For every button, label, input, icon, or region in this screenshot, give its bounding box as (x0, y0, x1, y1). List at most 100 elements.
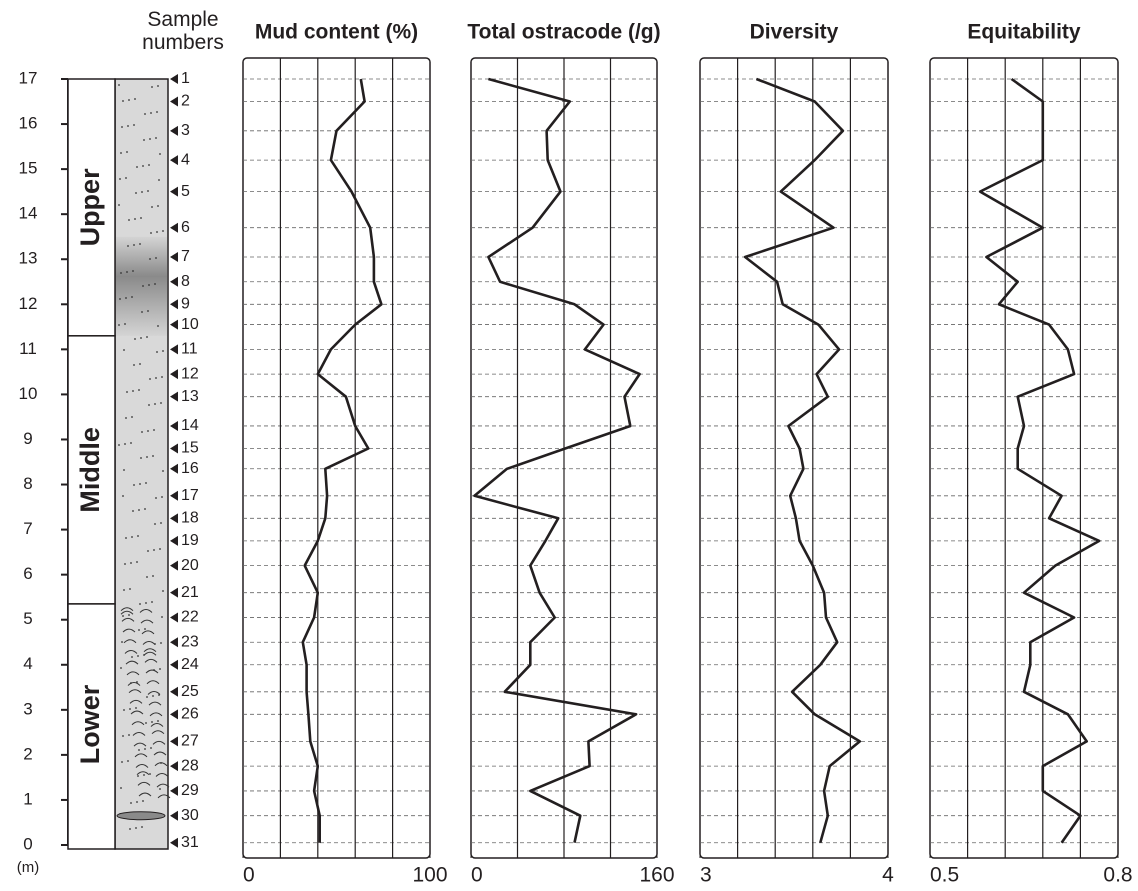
panel-frame (929, 57, 1119, 859)
sample-arrow (170, 535, 178, 546)
unit-label: Middle (75, 427, 105, 512)
litho-dot (125, 417, 127, 419)
litho-shell (131, 721, 145, 726)
litho-dot (139, 483, 141, 485)
y-tick-label: 16 (19, 114, 38, 133)
litho-dot (140, 457, 142, 459)
litho-dot (133, 484, 135, 486)
litho-dot (123, 349, 125, 351)
y-tick-label: 9 (23, 429, 32, 448)
litho-dot (136, 561, 138, 563)
litho-shell (130, 710, 144, 715)
litho-dot (131, 536, 133, 538)
x-tick-label: 4 (882, 864, 894, 887)
litho-dot (144, 508, 146, 510)
litho-dot (123, 589, 125, 591)
sample-number: 14 (181, 417, 199, 434)
litho-dot (152, 575, 154, 577)
litho-dot (154, 523, 156, 525)
litho-dot (155, 377, 157, 379)
sample-arrow (170, 276, 178, 287)
sample-arrow (170, 659, 178, 670)
litho-dot (121, 761, 123, 763)
litho-dot (159, 788, 161, 790)
litho-shell (121, 617, 135, 622)
sample-arrow (170, 709, 178, 720)
litho-dot (119, 178, 121, 180)
litho-dot (139, 363, 141, 365)
litho-shell (138, 792, 152, 797)
sample-number: 22 (181, 609, 199, 626)
litho-dot (136, 681, 138, 683)
litho-dot (129, 708, 131, 710)
litho-dot (151, 601, 153, 603)
litho-dot (125, 537, 127, 539)
litho-dot (138, 749, 140, 751)
litho-shell (144, 658, 158, 663)
litho-dot (159, 548, 161, 550)
y-tick-label: 2 (23, 744, 32, 763)
litho-dot (143, 139, 145, 141)
litho-dot (162, 230, 164, 232)
litho-dot (147, 430, 149, 432)
litho-dot (151, 206, 153, 208)
litho-dot (128, 614, 130, 616)
litho-dot (149, 258, 151, 260)
sample-arrow (170, 186, 178, 197)
litho-dot (149, 138, 151, 140)
sample-arrow (170, 222, 178, 233)
x-tick-label: 160 (639, 864, 674, 887)
litho-dot (126, 151, 128, 153)
litho-shell (125, 660, 139, 665)
litho-dot (150, 112, 152, 114)
litho-dot (123, 469, 125, 471)
litho-shell (128, 689, 142, 694)
litho-dot (160, 402, 162, 404)
litho-dot (162, 350, 164, 352)
litho-dot (127, 245, 129, 247)
litho-dot (144, 113, 146, 115)
sample-arrow (170, 490, 178, 501)
sample-number: 5 (181, 183, 190, 200)
sample-arrow (170, 587, 178, 598)
sample-number: 29 (181, 782, 199, 799)
litho-dot (137, 655, 139, 657)
litho-dot (154, 283, 156, 285)
litho-dot (152, 455, 154, 457)
x-tick-label: 0 (471, 864, 483, 887)
litho-dot (152, 695, 154, 697)
litho-dot (142, 800, 144, 802)
litho-dot (132, 270, 134, 272)
profile-line (743, 77, 862, 844)
litho-dot (138, 629, 140, 631)
litho-dot (138, 389, 140, 391)
litho-dot (126, 391, 128, 393)
y-tick-label: 15 (19, 159, 38, 178)
sample-arrow (170, 637, 178, 648)
sample-number: 28 (181, 757, 199, 774)
litho-dot (140, 337, 142, 339)
litho-dot (162, 470, 164, 472)
litho-dot (145, 602, 147, 604)
litho-dot (126, 271, 128, 273)
litho-dot (118, 324, 120, 326)
litho-dot (148, 164, 150, 166)
litho-dot (121, 126, 123, 128)
litho-shell (141, 630, 155, 635)
sample-arrow (170, 686, 178, 697)
litho-dot (158, 179, 160, 181)
litho-dot (124, 323, 126, 325)
litho-dot (141, 826, 143, 828)
sample-number: 25 (181, 683, 199, 700)
litho-dot (162, 590, 164, 592)
litho-shell (136, 771, 150, 776)
y-tick-label: 14 (19, 204, 38, 223)
sample-number: 6 (181, 219, 190, 236)
litho-dot (133, 364, 135, 366)
sample-arrow (170, 251, 178, 262)
litho-dot (135, 827, 137, 829)
sample-arrow (170, 785, 178, 796)
x-tick-label: 0.8 (1103, 864, 1132, 887)
litho-dot (137, 775, 139, 777)
